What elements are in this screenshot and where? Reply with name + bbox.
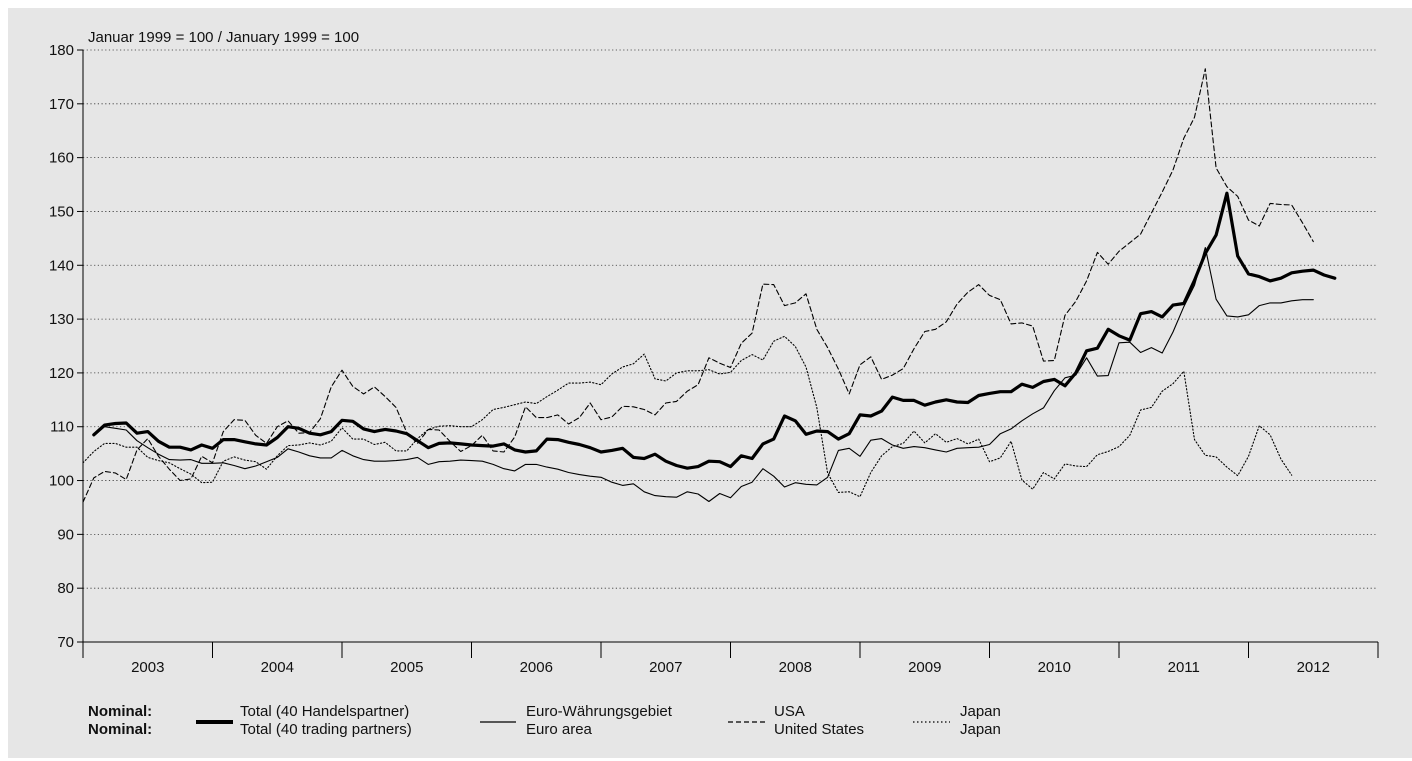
y-tick-label-90: 90 [57, 526, 74, 543]
x-tick-label-2004: 2004 [261, 659, 294, 676]
legend-label-total-de: Total (40 Handelspartner) [240, 703, 409, 720]
legend-prefix-en: Nominal: [88, 721, 152, 738]
legend-label-usa-de: USA [774, 703, 805, 720]
legend-label-japan-en: Japan [960, 721, 1001, 738]
x-tick-label-2010: 2010 [1038, 659, 1071, 676]
y-tick-label-100: 100 [49, 473, 74, 490]
series-line-thick-0 [92, 191, 1337, 470]
series-lines [82, 68, 1337, 503]
series-line-dotted-3 [82, 335, 1293, 498]
y-tick-label-140: 140 [49, 257, 74, 274]
y-tick-label-130: 130 [49, 311, 74, 328]
x-tick-label-2005: 2005 [390, 659, 423, 676]
line-chart: Januar 1999 = 100 / January 1999 = 100 7… [49, 29, 1379, 738]
x-tick-label-2007: 2007 [649, 659, 682, 676]
legend-label-japan-de: Japan [960, 703, 1001, 720]
x-tick-label-2011: 2011 [1168, 659, 1200, 676]
legend: Nominal: Nominal: Total (40 Handelspartn… [88, 703, 1001, 738]
legend-label-usa-en: United States [774, 721, 864, 738]
legend-label-euro-en: Euro area [526, 721, 593, 738]
chart-frame: Januar 1999 = 100 / January 1999 = 100 7… [8, 8, 1412, 758]
grid-lines [83, 49, 1378, 589]
x-axis: 2003 2004 2005 2006 2007 2008 2009 2010 2011 2012 [82, 641, 1379, 676]
y-tick-label-170: 170 [49, 96, 74, 113]
x-tick-label-2006: 2006 [520, 659, 553, 676]
x-tick-label-2009: 2009 [908, 659, 941, 676]
y-tick-label-150: 150 [49, 203, 74, 220]
y-tick-label-80: 80 [57, 580, 74, 597]
chart-subtitle: Januar 1999 = 100 / January 1999 = 100 [88, 29, 359, 46]
x-tick-label-2008: 2008 [779, 659, 812, 676]
y-tick-label-120: 120 [49, 365, 74, 382]
y-tick-label-160: 160 [49, 150, 74, 167]
series-line-thin-1 [93, 246, 1314, 503]
y-tick-label-110: 110 [50, 419, 74, 436]
y-tick-label-70: 70 [57, 634, 74, 651]
x-tick-label-2003: 2003 [131, 659, 164, 676]
legend-prefix-de: Nominal: [88, 703, 152, 720]
legend-label-total-en: Total (40 trading partners) [240, 721, 412, 738]
series-line-dashed-2 [82, 68, 1314, 503]
y-axis: 70 80 90 100 110 120 130 140 150 160 170 180 [49, 42, 84, 651]
x-tick-label-2012: 2012 [1297, 659, 1330, 676]
y-tick-label-180: 180 [49, 42, 74, 59]
legend-label-euro-de: Euro-Währungsgebiet [526, 703, 673, 720]
